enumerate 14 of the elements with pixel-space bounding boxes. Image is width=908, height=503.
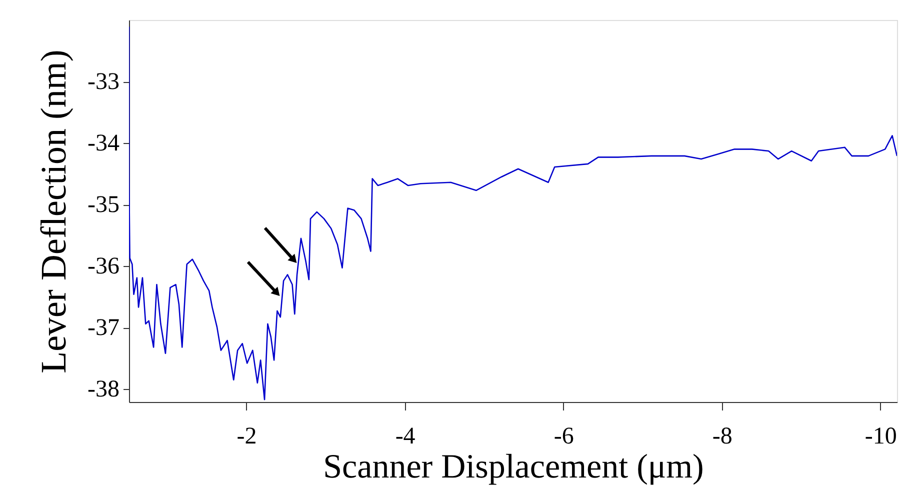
line-series: [129, 26, 897, 400]
x-tick-label: -8: [712, 424, 732, 450]
y-tick-label: -33: [88, 69, 120, 96]
y-axis-title: Lever Deflection (nm): [34, 50, 74, 374]
y-tick-label: -36: [88, 254, 120, 280]
x-tick-label: -2: [236, 424, 257, 450]
y-tick-label: -37: [88, 315, 120, 342]
y-tick-label: -38: [88, 376, 120, 403]
x-tick-label: -6: [554, 424, 574, 450]
x-axis-title: Scanner Displacement (μm): [323, 448, 704, 486]
x-tick-label: -10: [864, 424, 897, 450]
x-tick-label: -4: [395, 424, 416, 450]
y-tick-label: -34: [88, 130, 120, 157]
y-tick-label: -35: [88, 192, 120, 218]
